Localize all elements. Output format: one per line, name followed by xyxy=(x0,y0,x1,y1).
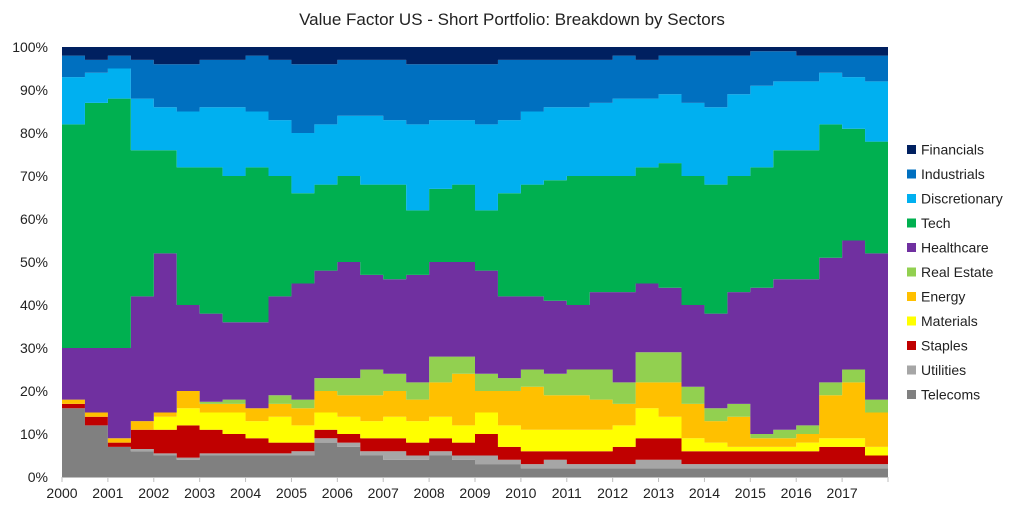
x-tick-label: 2003 xyxy=(184,485,215,501)
legend-swatch xyxy=(907,194,916,203)
legend-label: Financials xyxy=(921,142,984,158)
legend-label: Discretionary xyxy=(921,191,1003,207)
y-tick-label: 0% xyxy=(28,469,48,485)
legend-label: Tech xyxy=(921,215,951,231)
legend-label: Energy xyxy=(921,289,965,305)
area-financials xyxy=(62,47,888,65)
legend-label: Industrials xyxy=(921,166,985,182)
x-tick-label: 2002 xyxy=(138,485,169,501)
x-tick-label: 2010 xyxy=(505,485,536,501)
legend-label: Materials xyxy=(921,313,978,329)
legend-swatch xyxy=(907,267,916,277)
legend-item: Staples xyxy=(907,338,968,354)
legend-label: Utilities xyxy=(921,362,966,378)
x-tick-label: 2000 xyxy=(46,485,77,501)
y-tick-label: 60% xyxy=(20,211,48,227)
legend-label: Staples xyxy=(921,338,968,354)
legend-item: Tech xyxy=(907,215,951,231)
legend-item: Financials xyxy=(907,142,984,158)
y-tick-label: 80% xyxy=(20,125,48,141)
area-industrials xyxy=(62,51,888,133)
x-tick-label: 2012 xyxy=(597,485,628,501)
x-tick-label: 2015 xyxy=(735,485,766,501)
plot-area xyxy=(62,47,888,477)
y-tick-label: 20% xyxy=(20,383,48,399)
x-tick-label: 2004 xyxy=(230,485,261,501)
legend-item: Real Estate xyxy=(907,264,994,280)
legend-item: Healthcare xyxy=(907,240,989,256)
legend-label: Telecoms xyxy=(921,387,980,403)
legend-swatch xyxy=(907,145,916,154)
area-telecoms xyxy=(62,408,888,477)
y-tick-label: 100% xyxy=(12,39,48,55)
x-tick-label: 2013 xyxy=(643,485,674,501)
y-tick-label: 90% xyxy=(20,82,48,98)
legend-item: Utilities xyxy=(907,362,966,378)
y-tick-label: 10% xyxy=(20,426,48,442)
legend-swatch xyxy=(907,390,916,399)
x-tick-label: 2007 xyxy=(368,485,399,501)
legend-swatch xyxy=(907,292,916,301)
legend-swatch xyxy=(907,218,916,228)
x-tick-label: 2006 xyxy=(322,485,353,501)
x-tick-label: 2008 xyxy=(414,485,445,501)
x-tick-label: 2009 xyxy=(459,485,490,501)
legend-item: Energy xyxy=(907,289,965,305)
y-tick-label: 40% xyxy=(20,297,48,313)
legend-swatch xyxy=(907,365,916,375)
x-tick-label: 2017 xyxy=(827,485,858,501)
x-tick-label: 2011 xyxy=(552,485,582,501)
legend-label: Real Estate xyxy=(921,264,994,280)
legend-label: Healthcare xyxy=(921,240,989,256)
y-tick-label: 30% xyxy=(20,340,48,356)
x-axis: 2000 2001 2002 2003 2004 2005 2006 2007 2008 2009… xyxy=(46,477,889,501)
area-tech xyxy=(62,98,888,348)
y-tick-label: 50% xyxy=(20,254,48,270)
legend-item: Industrials xyxy=(907,166,985,182)
legend-item: Discretionary xyxy=(907,191,1003,207)
x-tick-label: 2014 xyxy=(689,485,720,501)
legend-swatch xyxy=(907,243,916,252)
legend-swatch xyxy=(907,341,916,350)
area-discretionary xyxy=(62,68,888,211)
x-tick-label: 2001 xyxy=(92,485,123,501)
x-tick-label: 2016 xyxy=(781,485,812,501)
y-axis: 0% 10% 20% 30% 40% 50% 60% 70% 80% 90% 100% xyxy=(12,39,48,485)
chart-title: Value Factor US - Short Portfolio: Break… xyxy=(299,10,725,29)
x-tick-label: 2005 xyxy=(276,485,307,501)
legend-swatch xyxy=(907,169,916,179)
legend-item: Telecoms xyxy=(907,387,980,403)
legend: Financials Industrials Discretionary Tech He… xyxy=(907,142,1003,403)
legend-item: Materials xyxy=(907,313,978,329)
y-tick-label: 70% xyxy=(20,168,48,184)
legend-swatch xyxy=(907,316,916,326)
